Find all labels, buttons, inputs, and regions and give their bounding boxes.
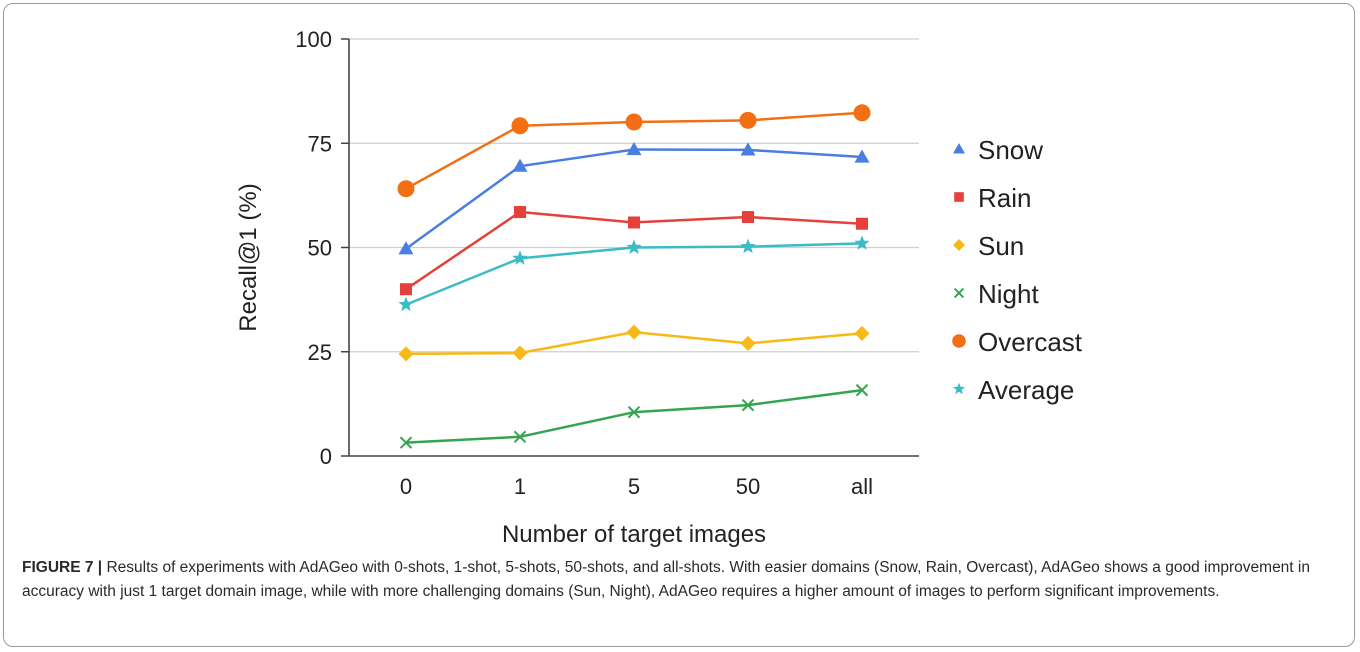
data-point-average-50 [740,238,756,254]
series-rain [400,206,868,296]
legend-marker-average [952,382,966,395]
data-point-sun-5 [626,324,642,340]
data-point-snow-all [854,149,870,163]
y-tick-label-0: 0 [320,444,332,469]
data-point-rain-1 [514,206,526,219]
figure-caption: FIGURE 7 | Results of experiments with A… [22,556,1338,604]
legend-label-rain: Rain [978,183,1031,213]
y-tick-label-100: 100 [295,27,332,52]
data-point-night-0 [399,436,413,449]
data-point-rain-5 [628,216,640,229]
figure-frame: 0 25 50 75 100 0 1 5 50 all Recall@1 (%) Number … [3,3,1355,647]
legend-marker-rain [954,192,964,202]
data-point-snow-1 [512,158,528,172]
data-point-sun-0 [398,346,414,362]
legend-label-overcast: Overcast [978,327,1083,357]
legend-marker-snow [953,143,965,154]
data-point-average-5 [626,239,642,254]
data-point-sun-50 [740,335,756,351]
x-axis-label: Number of target images [502,521,766,548]
data-point-snow-50 [740,142,756,156]
data-point-night-all [855,383,869,397]
data-point-snow-5 [626,142,642,156]
data-point-overcast-1 [511,117,529,135]
legend-label-night: Night [978,279,1039,309]
data-point-overcast-0 [397,180,415,198]
legend-marker-sun [953,239,965,251]
data-point-overcast-50 [739,111,757,129]
data-point-night-1 [513,430,527,444]
legend-marker-overcast [952,334,966,348]
y-tick-labels: 0 25 50 75 100 [295,27,332,469]
y-tick-label-75: 75 [308,131,332,156]
x-tick-labels: 0 1 5 50 all [400,474,873,499]
data-point-rain-all [856,217,868,230]
data-point-night-5 [627,406,641,419]
x-tick-label-1: 1 [514,474,526,499]
data-point-overcast-5 [625,113,643,131]
series-overcast [397,104,871,198]
series-sun [398,324,870,362]
data-point-average-1 [512,250,528,265]
data-point-rain-50 [742,211,754,224]
series-line-night [405,388,863,444]
data-point-overcast-all [853,104,871,122]
legend-label-sun: Sun [978,231,1024,261]
figure-caption-text: Results of experiments with AdAGeo with … [22,559,1310,600]
x-tick-label-50: 50 [736,474,760,499]
series-snow [398,142,870,255]
data-point-night-50 [741,398,755,412]
series-line-average [405,242,863,306]
legend-label-average: Average [978,375,1074,405]
figure-label: FIGURE 7 | [22,559,103,576]
legend: Snow Rain Sun Night Overcast Average [952,135,1083,405]
x-tick-label-all: all [851,474,873,499]
line-chart: 0 25 50 75 100 0 1 5 50 all Recall@1 (%) Number … [235,27,1083,548]
y-tick-label-50: 50 [308,236,332,261]
data-point-snow-0 [398,241,414,255]
data-point-average-all [854,235,870,250]
y-axis-label: Recall@1 (%) [235,183,262,331]
data-point-sun-1 [512,345,528,361]
axes [348,39,919,457]
x-tick-label-5: 5 [628,474,640,499]
series-lines [397,104,871,449]
x-tick-label-0: 0 [400,474,412,499]
series-night [399,383,869,449]
data-point-sun-all [854,325,870,341]
data-point-rain-0 [400,283,412,296]
legend-label-snow: Snow [978,135,1043,165]
y-tick-label-25: 25 [308,340,332,365]
series-average [398,235,870,312]
legend-marker-night [953,287,965,299]
data-point-average-0 [398,296,414,312]
series-line-snow [405,148,863,250]
